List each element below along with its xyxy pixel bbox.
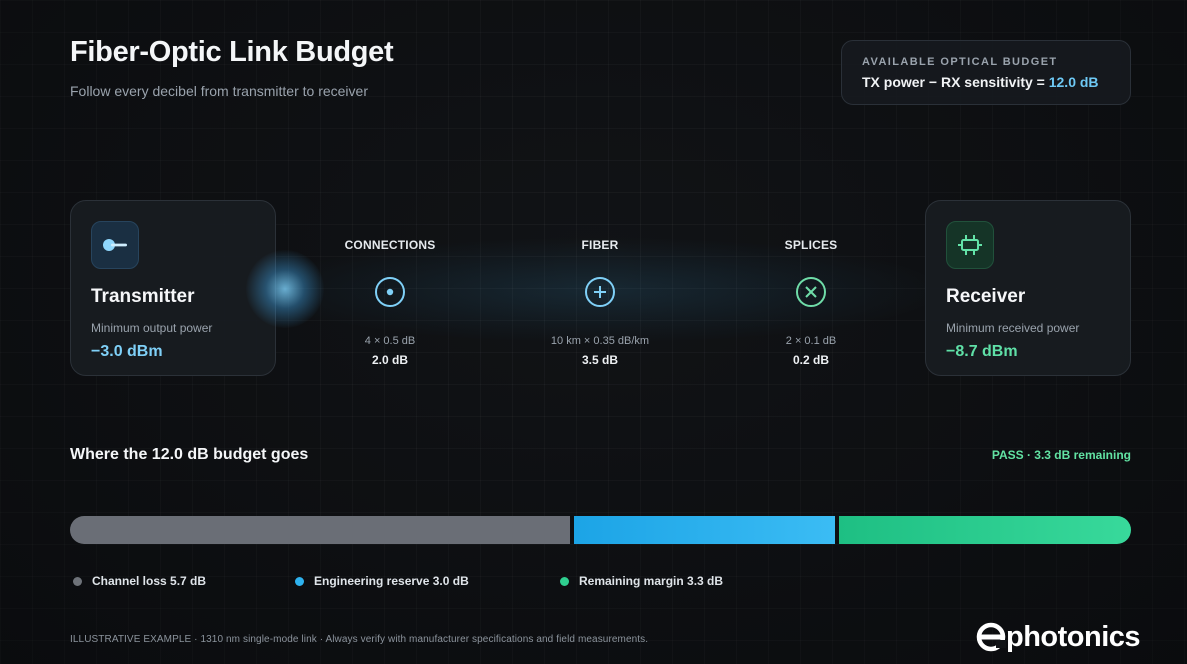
stage-calc: 10 km × 0.35 dB/km [550, 335, 650, 347]
receiver-label: Minimum received power [946, 321, 1080, 335]
connector-icon [375, 277, 405, 307]
stage-value: 3.5 dB [581, 353, 618, 367]
stage-splices: SPLICES 2 × 0.1 dB 0.2 dB [731, 238, 891, 367]
receiver-card: Receiver Minimum received power −8.7 dBm [925, 200, 1131, 376]
segment-remaining-margin [839, 516, 1131, 544]
stage-fiber: FIBER 10 km × 0.35 dB/km 3.5 dB [520, 238, 680, 367]
pass-status: PASS · 3.3 dB remaining [991, 448, 1131, 462]
budget-kicker: AVAILABLE OPTICAL BUDGET [862, 56, 1058, 68]
transmitter-card: Transmitter Minimum output power −3.0 dB… [70, 200, 276, 376]
legend-dot [73, 576, 82, 586]
e-logo-icon [976, 622, 1006, 652]
transmitter-name: Transmitter [91, 286, 195, 307]
breakdown-title: Where the 12.0 dB budget goes [70, 446, 309, 463]
legend-label: Remaining margin 3.3 dB [579, 574, 724, 588]
stage-label: CONNECTIONS [344, 238, 436, 252]
stage-value: 0.2 dB [792, 353, 829, 367]
budget-value: 12.0 dB [1048, 74, 1099, 90]
fiber-plus-icon [585, 277, 615, 307]
stage-label: FIBER [581, 238, 619, 252]
stage-value: 2.0 dB [371, 353, 408, 367]
legend-channel-loss: Channel loss 5.7 dB [73, 574, 206, 588]
budget-bar [70, 516, 1131, 544]
emitter-glow [246, 250, 324, 328]
legend-remaining-margin: Remaining margin 3.3 dB [560, 574, 723, 588]
footnote: ILLUSTRATIVE EXAMPLE · 1310 nm single-mo… [70, 634, 649, 645]
stage-calc: 4 × 0.5 dB [364, 335, 416, 347]
page-title: Fiber-Optic Link Budget [70, 36, 394, 68]
receiver-power: −8.7 dBm [946, 343, 1018, 360]
legend-engineering-reserve: Engineering reserve 3.0 dB [295, 574, 469, 588]
laser-source-icon [91, 221, 139, 269]
legend-label: Engineering reserve 3.0 dB [314, 574, 469, 588]
brand-name: photonics [1006, 620, 1141, 653]
stage-calc: 2 × 0.1 dB [785, 335, 837, 347]
legend-dot [295, 576, 304, 586]
budget-formula: TX power − RX sensitivity = 12.0 dB [862, 74, 1130, 90]
legend-dot [560, 576, 569, 586]
page-subtitle: Follow every decibel from transmitter to… [70, 83, 368, 99]
segment-channel-loss [70, 516, 570, 544]
photodetector-icon [946, 221, 994, 269]
transmitter-label: Minimum output power [91, 321, 213, 335]
brand-logo[interactable]: photonics [976, 620, 1141, 654]
available-budget-panel: AVAILABLE OPTICAL BUDGET TX power − RX s… [841, 40, 1131, 105]
legend-label: Channel loss 5.7 dB [92, 574, 207, 588]
budget-formula-text: TX power − RX sensitivity = [862, 74, 1049, 90]
transmitter-power: −3.0 dBm [91, 343, 163, 360]
segment-engineering-reserve [573, 516, 836, 544]
splice-x-icon [796, 277, 826, 307]
stage-label: SPLICES [784, 238, 838, 252]
receiver-name: Receiver [946, 286, 1026, 307]
stage-connections: CONNECTIONS 4 × 0.5 dB 2.0 dB [310, 238, 470, 367]
